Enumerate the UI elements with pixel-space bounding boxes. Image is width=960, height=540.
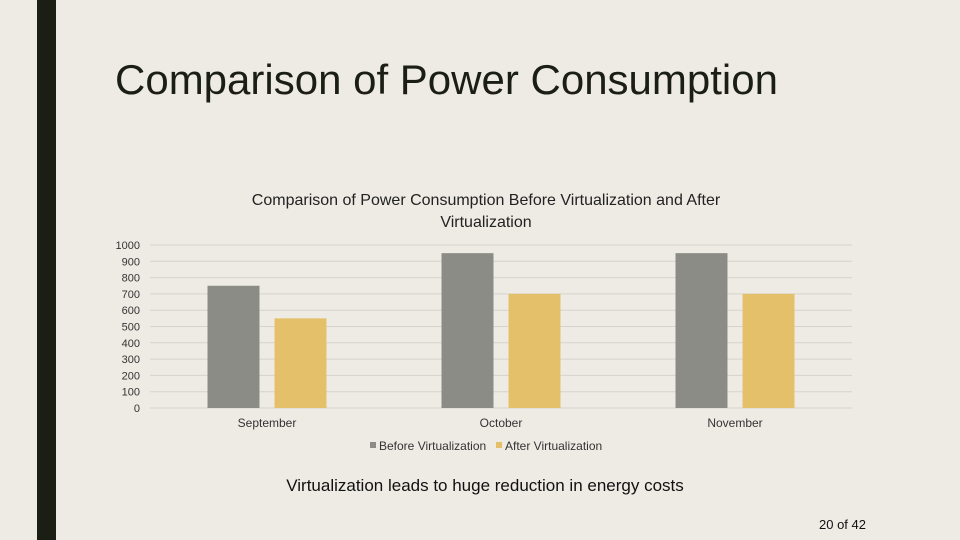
y-tick-label: 700	[122, 289, 140, 301]
y-tick-label: 200	[122, 370, 140, 382]
bar-before-october	[441, 253, 494, 408]
bar-before-september	[207, 285, 260, 408]
y-tick-label: 500	[122, 322, 140, 334]
legend-swatch-before	[370, 442, 376, 448]
legend-label: Before Virtualization	[379, 439, 486, 453]
y-tick-label: 300	[122, 354, 140, 366]
y-tick-label: 600	[122, 305, 140, 317]
y-tick-label: 0	[134, 403, 140, 415]
bar-after-september	[274, 318, 327, 408]
bar-before-november	[675, 253, 728, 408]
slide-title: Comparison of Power Consumption	[115, 56, 778, 103]
chart-title-line: Virtualization	[440, 214, 531, 231]
slide-caption: Virtualization leads to huge reduction i…	[286, 476, 684, 495]
x-tick-label: September	[238, 416, 297, 430]
y-tick-label: 400	[122, 338, 140, 350]
x-tick-label: November	[707, 416, 762, 430]
y-tick-label: 800	[122, 273, 140, 285]
bar-after-november	[742, 293, 795, 408]
legend-label: After Virtualization	[505, 439, 602, 453]
x-tick-label: October	[480, 416, 523, 430]
chart-title-line: Comparison of Power Consumption Before V…	[252, 192, 721, 209]
legend-swatch-after	[496, 442, 502, 448]
page-number: 20 of 42	[819, 517, 866, 532]
bar-after-october	[508, 293, 561, 408]
left-accent-bar	[37, 0, 56, 540]
y-tick-label: 100	[122, 387, 140, 399]
y-tick-label: 900	[122, 256, 140, 268]
y-tick-label: 1000	[116, 240, 140, 252]
